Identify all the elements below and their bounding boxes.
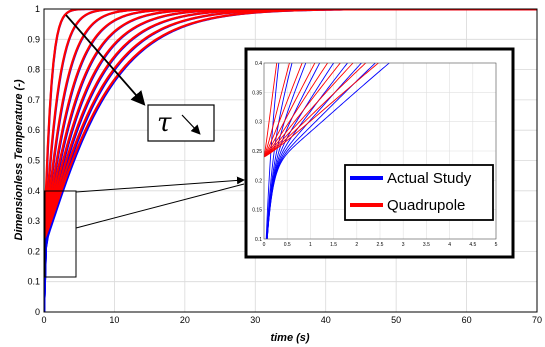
inset-series-line-actual-study — [266, 63, 349, 239]
tau-box — [147, 104, 215, 142]
y-tick-label: 0.8 — [27, 65, 40, 75]
inset-x-tick-label: 4 — [448, 242, 451, 248]
inset-y-tick-label: 0.25 — [252, 149, 262, 155]
legend-label-quadrupole: Quadrupole — [387, 197, 465, 214]
inset-x-tick-label: 0.5 — [284, 242, 291, 248]
inset-series-line-quadrupole — [264, 63, 316, 158]
inset-y-tick-label: 0.15 — [252, 208, 262, 214]
x-tick-label: 60 — [462, 315, 472, 325]
y-axis-label: Dimensionless Temperature (-) — [13, 79, 25, 240]
inset-series-line-quadrupole — [264, 63, 341, 158]
x-tick-label: 20 — [180, 315, 190, 325]
x-tick-label: 50 — [391, 315, 401, 325]
x-axis-label: time (s) — [270, 332, 309, 344]
x-axis-ticks: 0 10 20 30 40 50 60 70 — [41, 315, 542, 325]
y-tick-label: 1 — [35, 4, 40, 14]
y-tick-label: 0.1 — [27, 277, 40, 287]
y-tick-label: 0 — [35, 307, 40, 317]
tau-symbol: τ — [157, 108, 172, 138]
inset-x-tick-label: 2.5 — [377, 242, 384, 248]
inset-series-line-quadrupole — [264, 63, 354, 158]
inset-series — [264, 63, 390, 239]
inset-plot-border — [263, 62, 497, 240]
inset-y-tick-label: 0.3 — [255, 120, 262, 126]
zoom-connector-top — [75, 176, 245, 193]
inset-x-tick-label: 5 — [495, 242, 498, 248]
inset-series-line-actual-study — [266, 63, 307, 239]
inset-series-line-quadrupole — [264, 63, 367, 158]
series-line-quadrupole — [44, 9, 537, 240]
legend: Actual Study Quadrupole — [344, 164, 494, 221]
inset-series-line-quadrupole — [264, 63, 329, 158]
x-tick-label: 0 — [41, 315, 46, 325]
inset-y-tick-label: 0.4 — [255, 61, 262, 67]
inset-x-tick-label: 4.5 — [469, 242, 476, 248]
y-tick-label: 0.7 — [27, 95, 40, 105]
y-tick-label: 0.5 — [27, 156, 40, 166]
inset-y-tick-label: 0.1 — [255, 237, 262, 243]
inset-x-tick-label: 1.5 — [330, 242, 337, 248]
y-axis-ticks: 0 0.1 0.2 0.3 0.4 0.5 0.6 0.7 0.8 0.9 1 — [27, 4, 40, 317]
legend-box — [344, 164, 494, 221]
inset-x-tick-label: 3 — [402, 242, 405, 248]
y-tick-label: 0.4 — [27, 186, 40, 196]
x-tick-label: 30 — [250, 315, 260, 325]
zoom-region-box — [44, 190, 77, 278]
y-tick-label: 0.9 — [27, 34, 40, 44]
x-tick-label: 40 — [321, 315, 331, 325]
x-tick-label: 10 — [109, 315, 119, 325]
inset-ticks: 0 0.5 1 1.5 2 2.5 3 3.5 4 4.5 5 0.1 0.15 0.2 0.25 0.3 0.… — [252, 61, 497, 248]
inset-x-tick-label: 2 — [355, 242, 358, 248]
inset-series-line-actual-study — [266, 63, 363, 239]
inset-y-tick-label: 0.2 — [255, 178, 262, 184]
x-tick-label: 70 — [532, 315, 542, 325]
y-tick-label: 0.3 — [27, 216, 40, 226]
series-line-quadrupole — [44, 9, 537, 240]
inset-y-tick-label: 0.35 — [252, 90, 262, 96]
y-tick-label: 0.6 — [27, 125, 40, 135]
inset-x-tick-label: 0 — [263, 242, 266, 248]
inset-series-line-actual-study — [266, 63, 376, 239]
zoom-connector-bottom — [75, 183, 245, 229]
inset-x-tick-label: 1 — [309, 242, 312, 248]
inset-series-line-actual-study — [266, 63, 390, 239]
inset-series-line-actual-study — [266, 63, 321, 239]
inset-series-line-quadrupole — [264, 63, 380, 158]
y-tick-label: 0.2 — [27, 246, 40, 256]
tau-arrow — [65, 14, 146, 106]
inset-frame — [244, 47, 515, 259]
legend-label-actual-study: Actual Study — [387, 170, 472, 187]
inset-x-tick-label: 3.5 — [423, 242, 430, 248]
plot-area-border — [43, 8, 538, 313]
tau-box-arrow — [181, 114, 201, 135]
